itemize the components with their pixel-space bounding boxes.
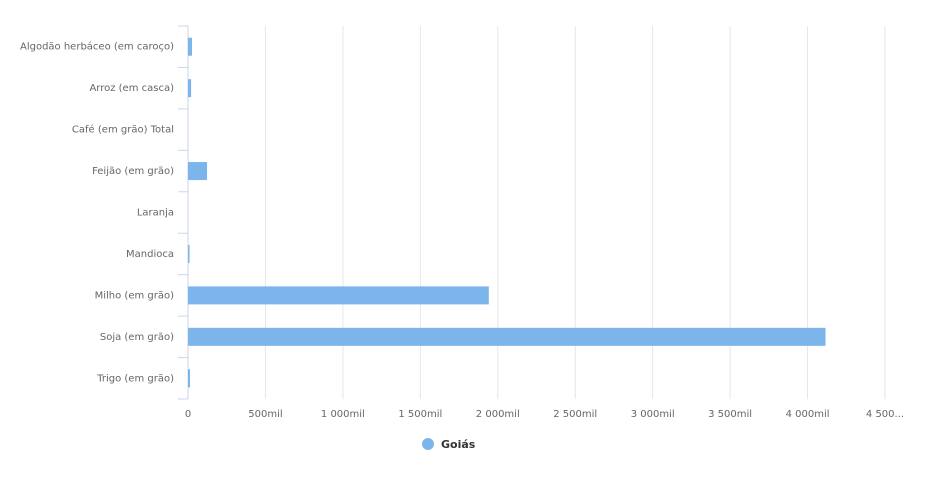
bar	[188, 327, 826, 346]
x-tick-label: 4 500...	[866, 409, 904, 420]
x-tick-label: 1 500mil	[398, 409, 442, 420]
bar	[188, 162, 208, 181]
y-tick-label: Trigo (em grão)	[96, 373, 174, 384]
x-tick-label: 2 500mil	[553, 409, 597, 420]
bar	[188, 369, 191, 388]
x-tick-label: 500mil	[248, 409, 282, 420]
y-tick-label: Café (em grão) Total	[72, 124, 174, 136]
x-tick-label: 0	[185, 409, 191, 420]
x-tick-label: 3 000mil	[631, 409, 675, 420]
y-tick-label: Soja (em grão)	[100, 332, 174, 343]
x-tick-label: 2 000mil	[476, 409, 520, 420]
legend-label[interactable]: Goiás	[441, 438, 476, 451]
y-tick-label: Laranja	[137, 208, 174, 219]
bar	[188, 79, 192, 98]
x-tick-label: 4 000mil	[786, 409, 830, 420]
bar	[188, 244, 190, 263]
bar	[188, 286, 489, 305]
y-tick-label: Algodão herbáceo (em caroço)	[20, 41, 174, 53]
y-tick-label: Mandioca	[126, 249, 174, 260]
y-tick-label: Milho (em grão)	[95, 290, 174, 301]
y-tick-label: Arroz (em casca)	[89, 83, 174, 94]
x-tick-label: 1 000mil	[321, 409, 365, 420]
bar	[188, 37, 193, 56]
x-tick-label: 3 500mil	[708, 409, 752, 420]
y-tick-label: Feijão (em grão)	[92, 166, 174, 177]
legend-marker[interactable]	[422, 438, 434, 450]
